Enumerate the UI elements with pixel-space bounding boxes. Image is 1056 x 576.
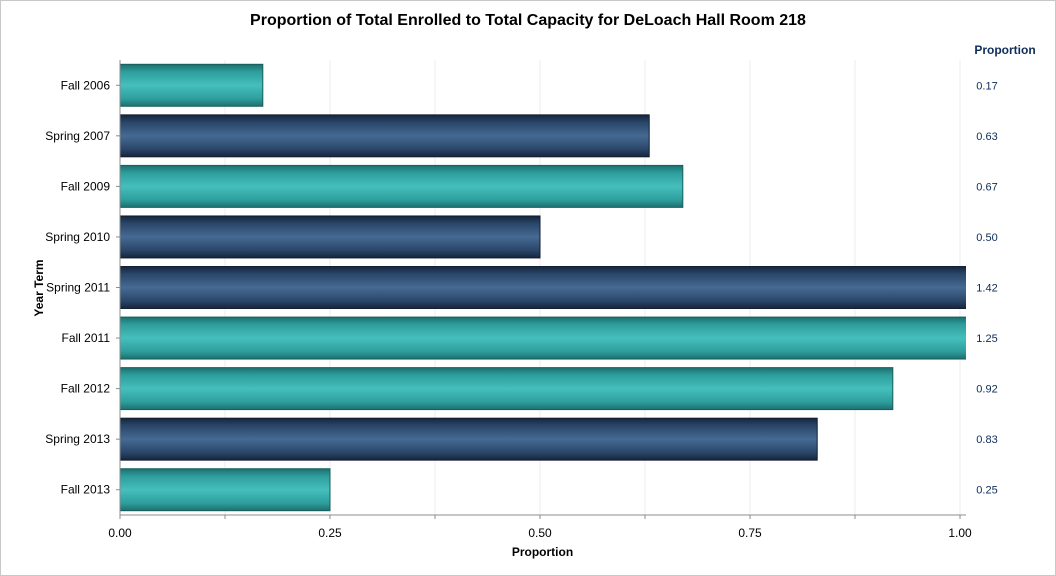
bar-value-label: 0.50 [976,232,997,244]
y-tick-label: Fall 2006 [61,78,111,92]
bar-spring-2010 [120,215,541,259]
bar-fall-2006 [120,63,264,107]
chart-title: Proportion of Total Enrolled to Total Ca… [250,12,806,29]
bar-spring-2013 [120,417,818,461]
stat-column-header: Proportion [974,43,1036,57]
bar-value-label: 0.67 [976,181,997,193]
bar-spring-2007 [120,114,650,158]
bar-value-label: 1.42 [976,283,997,295]
bar-value-label: 1.25 [976,333,997,345]
y-tick-label: Spring 2011 [46,281,110,295]
y-tick-label: Fall 2012 [61,382,111,396]
y-tick-label: Fall 2013 [61,483,111,497]
x-tick-label: 0.75 [738,526,762,540]
bar-fall-2012 [120,367,894,411]
y-tick-label: Fall 2011 [62,331,111,345]
y-tick-label: Fall 2009 [61,179,111,193]
bar-fall-2013 [120,468,331,512]
bar-fall-2009 [120,164,684,208]
x-tick-label: 1.00 [948,526,972,540]
bars [120,63,966,512]
bar-spring-2011 [120,266,966,309]
x-tick-label: 0.25 [318,526,342,540]
labels: 0.00 0.25 0.50 0.75 1.00 Fall 2006 0.17 Spring … [45,78,997,540]
y-tick-label: Spring 2010 [45,230,110,244]
bar-fall-2011 [120,316,966,360]
x-tick-label: 0.50 [528,526,552,540]
y-tick-label: Spring 2013 [45,432,110,446]
x-axis-title: Proportion [511,545,574,559]
x-tick-label: 0.00 [108,526,132,540]
bar-value-label: 0.25 [976,485,997,497]
axes [116,60,966,519]
y-tick-label: Spring 2007 [45,129,110,143]
bar-value-label: 0.17 [976,80,997,92]
bar-value-label: 0.83 [976,434,997,446]
bar-value-label: 0.92 [976,384,997,396]
bar-value-label: 0.63 [976,131,997,143]
